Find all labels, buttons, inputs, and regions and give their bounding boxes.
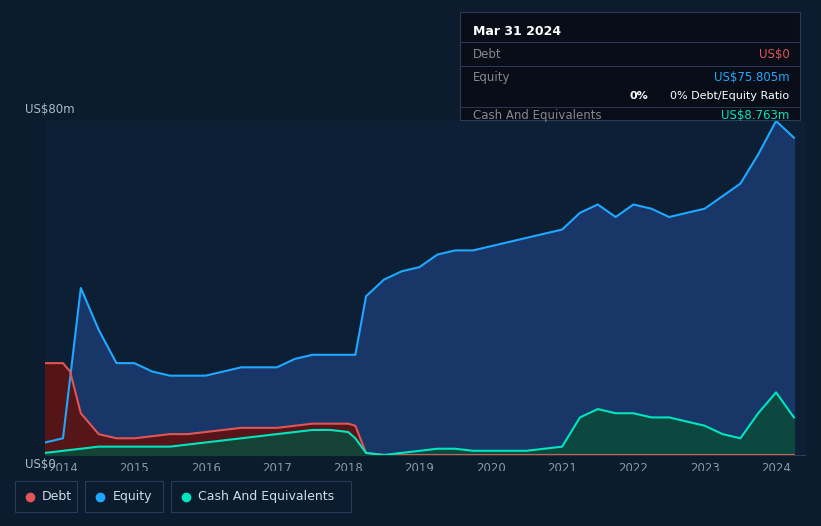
- Text: Cash And Equivalents: Cash And Equivalents: [474, 109, 602, 122]
- Text: US$0: US$0: [25, 458, 55, 471]
- Text: Equity: Equity: [474, 72, 511, 84]
- Text: Debt: Debt: [42, 490, 72, 503]
- Text: Debt: Debt: [474, 48, 502, 60]
- Text: Equity: Equity: [112, 490, 152, 503]
- Text: US$80m: US$80m: [25, 103, 74, 116]
- Text: Cash And Equivalents: Cash And Equivalents: [198, 490, 334, 503]
- Text: Mar 31 2024: Mar 31 2024: [474, 25, 562, 38]
- Text: US$0: US$0: [759, 48, 790, 60]
- Text: US$75.805m: US$75.805m: [713, 72, 790, 84]
- Text: 0%: 0%: [630, 91, 649, 101]
- Text: US$8.763m: US$8.763m: [721, 109, 790, 122]
- Text: 0% Debt/Equity Ratio: 0% Debt/Equity Ratio: [670, 91, 790, 101]
